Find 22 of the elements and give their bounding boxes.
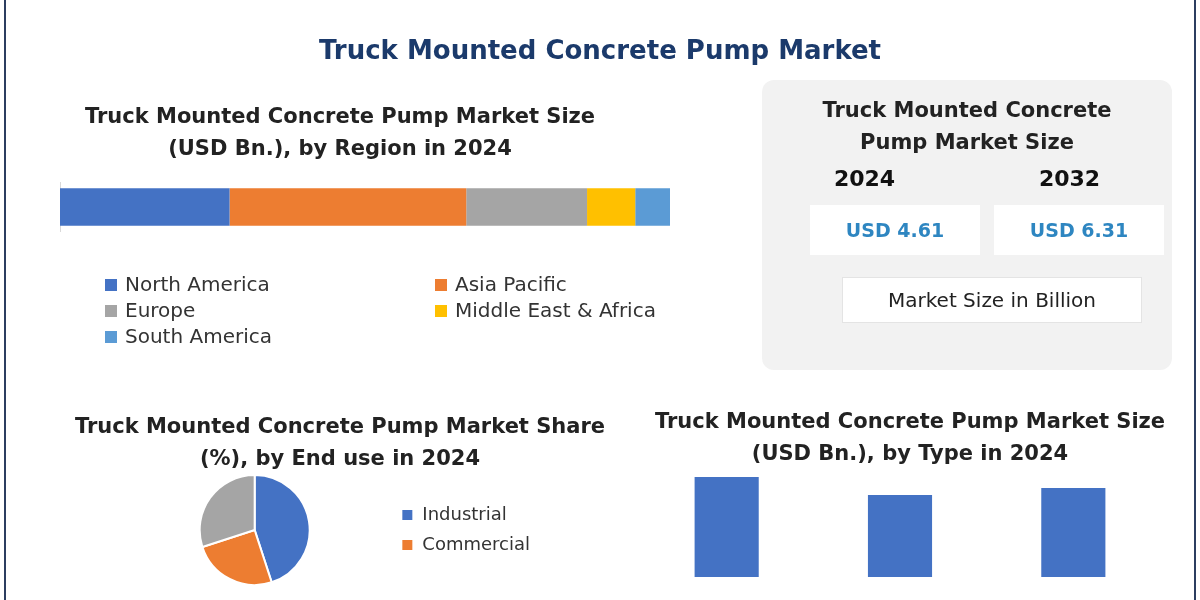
chart-title: Truck Mounted Concrete Pump Market Share (%), by End use in 2024 [73, 413, 607, 472]
legend-label: Commercial [422, 532, 531, 554]
category-label: 2032 [1038, 166, 1101, 191]
chart-title: Truck Mounted Concrete Pump Market Size (USD Bn.), by Type in 2024 [653, 408, 1167, 467]
legend-label: South America [125, 324, 272, 348]
bar [60, 188, 230, 226]
text: Truck Mounted Concrete Pump Market [317, 34, 883, 67]
text: Truck Mounted Concrete Pump Market Size [821, 97, 1113, 156]
legend-label: Industrial [422, 502, 507, 524]
bar [229, 188, 467, 226]
legend-label: North America [125, 272, 270, 296]
bar [635, 188, 670, 226]
data-label: USD 6.31 [994, 205, 1164, 255]
legend-label: Middle East & Africa [455, 298, 656, 322]
bar [587, 188, 636, 226]
text: Market Size in Billion [842, 277, 1142, 323]
category-label: 2024 [833, 166, 896, 191]
legend-label: Asia Pacific [455, 272, 567, 296]
bar [466, 188, 588, 226]
chart-title: Truck Mounted Concrete Pump Market Size (USD Bn.), by Region in 2024 [83, 103, 597, 162]
legend-label: Europe [125, 298, 196, 322]
data-label: USD 4.61 [810, 205, 980, 255]
